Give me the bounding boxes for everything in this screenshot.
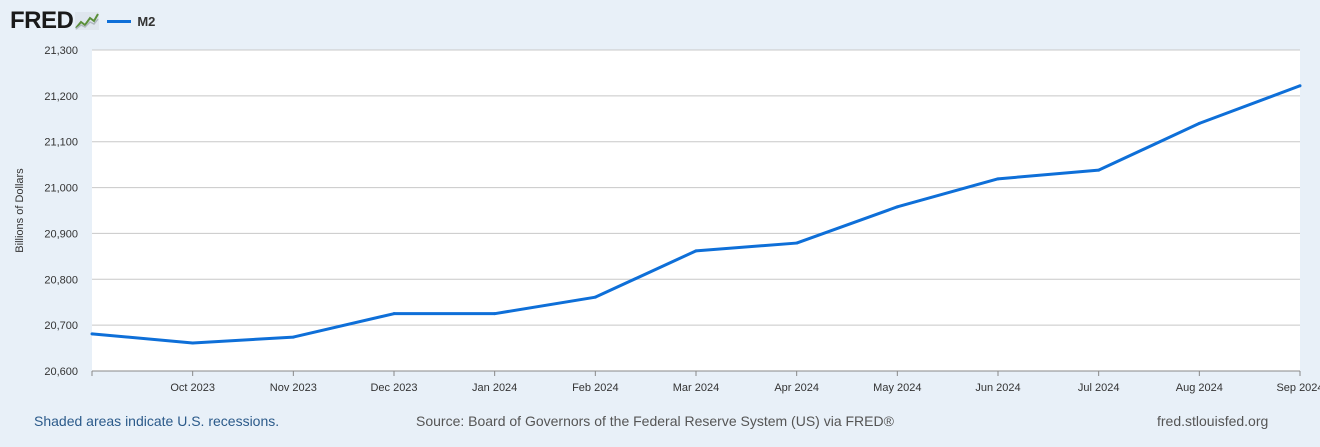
y-tick-label: 20,800: [44, 274, 78, 286]
x-tick-label: May 2024: [873, 382, 921, 394]
y-tick-label: 21,000: [44, 183, 78, 195]
x-tick-label: Sep 2024: [1276, 382, 1320, 394]
y-tick-label: 20,600: [44, 366, 78, 378]
data-point[interactable]: [91, 332, 94, 335]
data-point[interactable]: [795, 242, 798, 245]
y-tick-label: 21,100: [44, 137, 78, 149]
data-point[interactable]: [191, 342, 194, 345]
y-tick-label: 21,300: [44, 45, 78, 57]
x-tick-label: Oct 2023: [170, 382, 215, 394]
x-axis-ticks: Oct 2023 Nov 2023 Dec 2023 Jan 2024 Feb 2024…: [92, 371, 1320, 394]
x-tick-label: Jan 2024: [472, 382, 517, 394]
y-axis-title: Billions of Dollars: [14, 168, 26, 253]
data-point[interactable]: [997, 177, 1000, 180]
site-url[interactable]: fred.stlouisfed.org: [1157, 413, 1268, 429]
x-tick-label: Jun 2024: [975, 382, 1020, 394]
y-tick-label: 20,700: [44, 320, 78, 332]
data-point[interactable]: [493, 312, 496, 315]
x-tick-label: Mar 2024: [673, 382, 719, 394]
x-tick-label: Feb 2024: [572, 382, 618, 394]
recession-note-link[interactable]: Shaded areas indicate U.S. recessions.: [34, 413, 279, 429]
data-point[interactable]: [896, 205, 899, 208]
data-point[interactable]: [1198, 122, 1201, 125]
y-tick-label: 21,200: [44, 91, 78, 103]
y-axis-ticks: 20,600 20,700 20,800 20,900 21,000 21,100 21,2…: [44, 45, 78, 378]
source-text: Source: Board of Governors of the Federa…: [416, 413, 894, 429]
data-point[interactable]: [594, 296, 597, 299]
chart-footer: Shaded areas indicate U.S. recessions. S…: [0, 413, 1320, 433]
y-tick-label: 20,900: [44, 228, 78, 240]
x-tick-label: Apr 2024: [774, 382, 819, 394]
data-point[interactable]: [695, 249, 698, 252]
x-tick-label: Jul 2024: [1078, 382, 1120, 394]
x-tick-label: Aug 2024: [1176, 382, 1223, 394]
x-tick-label: Nov 2023: [270, 382, 317, 394]
data-point[interactable]: [1097, 169, 1100, 172]
data-point[interactable]: [1299, 84, 1302, 87]
x-tick-label: Dec 2023: [370, 382, 417, 394]
data-point[interactable]: [292, 336, 295, 339]
plot-area: [92, 50, 1300, 371]
data-point[interactable]: [393, 312, 396, 315]
line-chart: 20,600 20,700 20,800 20,900 21,000 21,100 21,2…: [0, 0, 1320, 410]
